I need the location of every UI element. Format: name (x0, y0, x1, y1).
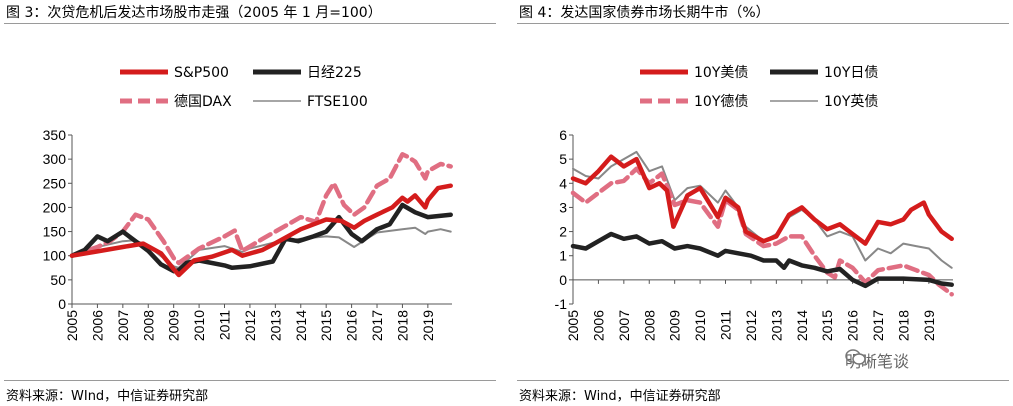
x-tick-label: 2017 (369, 310, 385, 341)
chart-title: 图 3：次贷危机后发达市场股市走强（2005 年 1 月=100） (6, 5, 382, 21)
legend-label: FTSE100 (307, 94, 368, 110)
series-line-1 (69, 183, 453, 278)
series-line-2 (69, 202, 453, 274)
x-tick-label: 2018 (394, 310, 410, 341)
y-tick-label: 0 (559, 272, 567, 288)
x-tick-label: 2008 (641, 310, 657, 341)
y-tick-label: 4 (559, 175, 567, 191)
x-tick-label: 2012 (743, 310, 759, 341)
stock-index-chart: 0 50 100 150 200 250 300 350 2005 2006 2007 2008 200… (43, 65, 453, 341)
legend-label: S&P500 (174, 65, 229, 81)
y-tick-label: 0 (58, 296, 66, 312)
title-rule (517, 23, 1009, 24)
x-tick-label: 2008 (140, 310, 156, 341)
x-tick-label: 2011 (217, 310, 233, 340)
x-tick-label: 2019 (921, 310, 937, 341)
source-note: 资料来源：WInd，中信证券研究部 (6, 389, 209, 404)
x-tick-label: 2019 (420, 310, 436, 341)
x-tick-label: 2015 (318, 310, 334, 341)
bond-yield-chart: -1 0 1 2 3 4 5 6 2005 2006 2007 2008 2009 2010 2011 201… (555, 65, 954, 341)
x-tick-label: 2012 (242, 310, 258, 341)
x-tick-label: 2009 (667, 310, 683, 341)
x-tick-label: 2007 (616, 310, 632, 341)
legend-label: 10Y日债 (824, 65, 878, 81)
series-line-2 (570, 231, 954, 289)
y-tick-label: 50 (50, 272, 66, 288)
series-line-1 (570, 154, 954, 246)
y-tick-label: 6 (559, 127, 567, 143)
legend-label: 日经225 (307, 65, 362, 81)
x-tick-label: 2013 (768, 310, 784, 341)
legend-label: 10Y英债 (824, 93, 878, 110)
chart-panel-bonds: 图 4：发达国家债券市场长期牛市（%） -1 0 1 2 3 4 5 6 2005 2006 200… (513, 0, 1013, 406)
x-tick-label: 2006 (590, 310, 606, 341)
x-tick-label: 2018 (895, 310, 911, 341)
x-tick-label: 2013 (267, 310, 283, 341)
title-rule (4, 23, 496, 24)
y-tick-label: 250 (43, 175, 67, 191)
x-tick-label: 2010 (191, 310, 207, 341)
y-tick-label: 5 (559, 151, 567, 167)
x-tick-label: 2007 (115, 310, 131, 341)
source-rule (4, 380, 496, 381)
x-tick-label: 2006 (89, 310, 105, 341)
chart-title: 图 4：发达国家债券市场长期牛市（%） (519, 5, 770, 21)
y-tick-label: 200 (43, 199, 67, 215)
wechat-watermark: 明晰笔谈 (845, 348, 909, 372)
x-tick-label: 2009 (166, 310, 182, 341)
y-tick-label: 2 (559, 224, 567, 240)
x-tick-label: 2005 (64, 310, 80, 341)
series-line-3 (570, 166, 954, 297)
x-tick-label: 2016 (344, 310, 360, 341)
x-tick-label: 2016 (845, 310, 861, 341)
legend-label: 德国DAX (174, 94, 232, 110)
y-tick-label: -1 (555, 296, 568, 312)
wechat-icon (845, 349, 866, 365)
x-tick-label: 2005 (565, 310, 581, 341)
source-note: 资料来源：Wind，中信证券研究部 (519, 389, 721, 404)
x-tick-label: 2014 (293, 310, 309, 341)
legend-label: 10Y美债 (694, 65, 748, 81)
series-line-4 (572, 150, 953, 269)
legend-label: 10Y德债 (694, 94, 748, 110)
x-tick-label: 2015 (819, 310, 835, 341)
y-tick-label: 3 (559, 199, 567, 215)
x-tick-label: 2017 (870, 310, 886, 341)
y-tick-label: 100 (43, 248, 67, 264)
chart-panel-stocks: 图 3：次贷危机后发达市场股市走强（2005 年 1 月=100） 0 50 100… (0, 0, 500, 406)
x-tick-label: 2010 (692, 310, 708, 341)
y-tick-label: 1 (559, 248, 567, 264)
source-rule (517, 380, 1009, 381)
x-tick-label: 2011 (718, 310, 734, 340)
x-tick-label: 2014 (794, 310, 810, 341)
y-tick-label: 350 (43, 127, 67, 143)
y-tick-label: 300 (43, 151, 67, 167)
y-tick-label: 150 (43, 224, 67, 240)
series-line-3 (69, 152, 453, 266)
